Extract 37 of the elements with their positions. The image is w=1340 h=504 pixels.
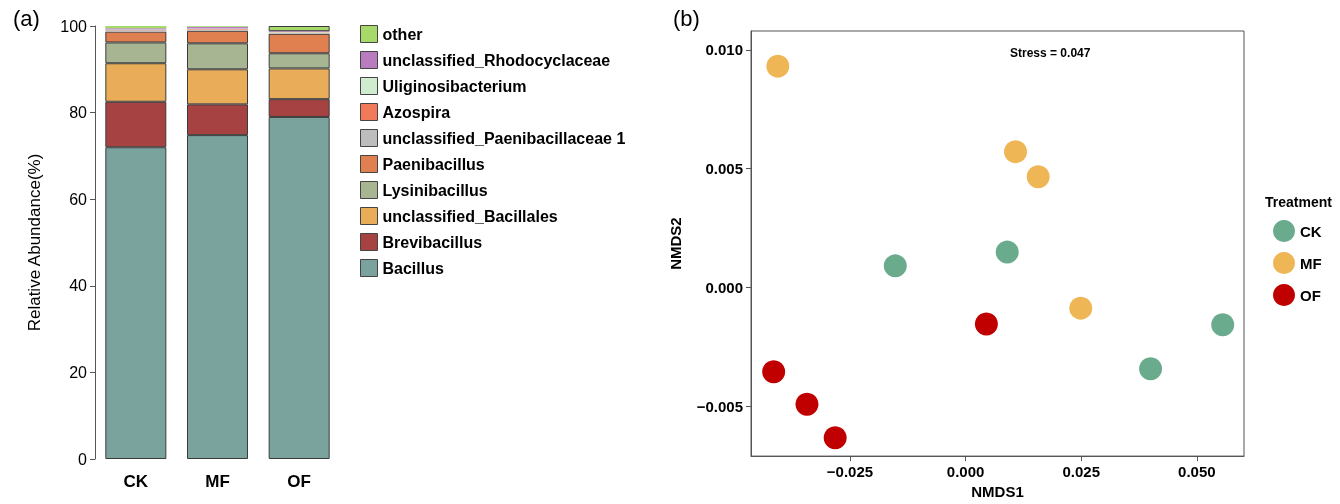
y-tick-label: −0.005 [696,397,743,415]
legend-label: Uliginosibacterium [382,77,527,95]
legend-label: unclassified_Rhodocyclaceae [382,51,611,69]
x-tick-label: 0.050 [1178,463,1216,481]
legend-label: other [382,25,423,43]
y-tick-label: 0 [78,450,88,468]
legend-label: unclassified_Paenibacillaceae 1 [382,129,626,147]
x-tick-label: 0.025 [1062,463,1100,481]
x-axis-title: NMDS1 [971,483,1024,500]
legend-label: Brevibacillus [382,233,483,251]
x-tick-label: OF [287,472,311,491]
text: (a) [13,5,40,31]
y-tick-label: 0.005 [705,160,743,178]
y-tick-label: 60 [69,190,88,208]
legend-label: unclassified_Bacillales [382,207,558,225]
legend-label: Bacillus [382,259,444,277]
legend-label: CK [1300,222,1322,240]
legend-label: Paenibacillus [382,155,485,173]
y-axis-title: Relative Abundance(%) [25,153,44,332]
x-tick-label: CK [123,472,149,491]
y-tick-label: 40 [69,277,88,295]
legend-label: Lysinibacillus [382,181,488,199]
legend-label: MF [1300,254,1322,272]
y-tick-label: 20 [69,363,88,381]
text: (b) [673,5,700,31]
x-tick-label: 0.000 [946,463,985,481]
annotation: Stress = 0.047 [1010,46,1091,60]
y-tick-label: 100 [60,17,88,35]
y-tick-label: 80 [69,104,88,122]
x-tick-label: MF [205,472,230,491]
y-axis-title: NMDS2 [667,217,684,270]
y-tick-label: 0.000 [705,278,743,296]
y-tick-label: 0.010 [705,41,743,59]
legend-label: OF [1300,286,1321,304]
legend-title: Treatment [1265,194,1333,210]
x-tick-label: −0.025 [826,463,874,481]
legend-label: Azospira [382,103,451,121]
